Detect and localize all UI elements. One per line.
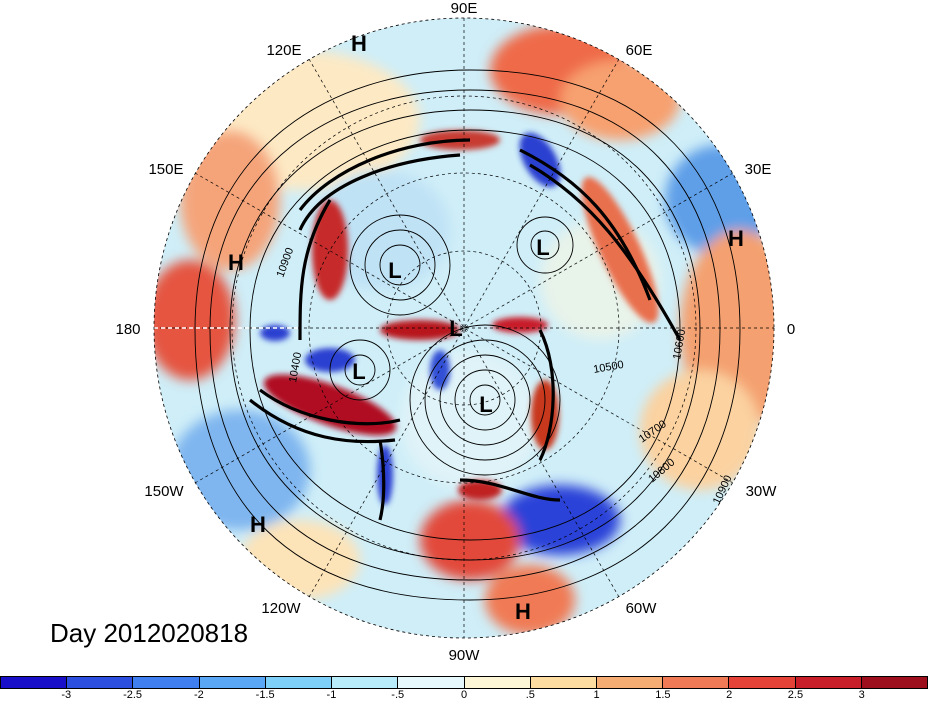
colorbar-segment bbox=[464, 677, 531, 688]
contour-label: 10400 bbox=[287, 351, 304, 383]
map-boundary bbox=[153, 17, 775, 639]
lon-label-30e: 30E bbox=[745, 161, 772, 178]
colorbar-tick-label: -1.5 bbox=[255, 689, 275, 701]
high-pressure-marker: H bbox=[728, 226, 744, 251]
height-contours bbox=[194, 69, 741, 601]
colorbar-segment bbox=[596, 677, 664, 688]
contour-label: 10500 bbox=[592, 359, 624, 376]
high-pressure-marker: H bbox=[228, 250, 244, 275]
lon-label-0: 0 bbox=[787, 321, 795, 338]
colorbar-segment bbox=[795, 677, 862, 688]
lon-label-180: 180 bbox=[115, 321, 140, 338]
colorbar-tick-label: -1 bbox=[326, 689, 337, 701]
colorbar-tick-label: 0 bbox=[460, 689, 468, 701]
colorbar-segment bbox=[861, 677, 928, 688]
colorbar-tick-label: 1.5 bbox=[655, 689, 671, 701]
colorbar-tick-label: 1 bbox=[593, 689, 600, 701]
high-pressure-marker: H bbox=[250, 512, 266, 537]
colorbar-segment bbox=[398, 677, 465, 688]
colorbar-segment bbox=[530, 677, 597, 688]
lon-label-90w: 90W bbox=[449, 647, 481, 664]
graticule bbox=[154, 18, 774, 638]
colorbar-tick-label: -2 bbox=[193, 689, 204, 701]
colorbar-segment bbox=[729, 677, 796, 688]
lon-label-120w: 120W bbox=[261, 600, 301, 617]
colorbar-tick-label: -3 bbox=[61, 689, 72, 701]
low-pressure-marker: L bbox=[479, 392, 492, 417]
colorbar-segment bbox=[199, 677, 266, 688]
colorbar-tick-label: 2.5 bbox=[787, 689, 804, 701]
lon-label-30w: 30W bbox=[746, 483, 778, 500]
low-pressure-marker: L bbox=[352, 359, 365, 384]
lon-label-60w: 60W bbox=[626, 600, 658, 617]
contour-label: 10600 bbox=[671, 328, 688, 360]
colorbar bbox=[0, 676, 928, 689]
colorbar-tick-label: 2 bbox=[726, 689, 733, 701]
colorbar-segment bbox=[265, 677, 333, 688]
colorbar-segment bbox=[663, 677, 730, 688]
colorbar-segment bbox=[133, 677, 200, 688]
low-pressure-marker: L bbox=[388, 258, 401, 283]
day-label: Day 2012020818 bbox=[50, 618, 249, 648]
colorbar-tick-label: -2.5 bbox=[123, 689, 143, 701]
colorbar-tick-label: -.5 bbox=[391, 689, 405, 701]
lon-label-150w: 150W bbox=[144, 483, 184, 500]
lon-label-90e: 90E bbox=[451, 0, 478, 17]
colorbar-tick-label: 3 bbox=[858, 689, 865, 701]
lon-label-60e: 60E bbox=[626, 42, 653, 59]
colorbar-segment bbox=[1, 677, 68, 688]
high-pressure-marker: H bbox=[515, 599, 531, 624]
lon-label-150e: 150E bbox=[148, 161, 183, 178]
low-pressure-marker: L bbox=[449, 316, 462, 341]
colorbar-segment bbox=[67, 677, 134, 688]
colorbar-segment bbox=[332, 677, 399, 688]
high-pressure-marker: H bbox=[351, 31, 367, 56]
anomaly-field bbox=[154, 18, 774, 638]
low-pressure-marker: L bbox=[536, 235, 549, 260]
colorbar-tick-label: .5 bbox=[525, 689, 535, 701]
lon-label-120e: 120E bbox=[266, 42, 301, 59]
jet-contours bbox=[249, 138, 682, 521]
